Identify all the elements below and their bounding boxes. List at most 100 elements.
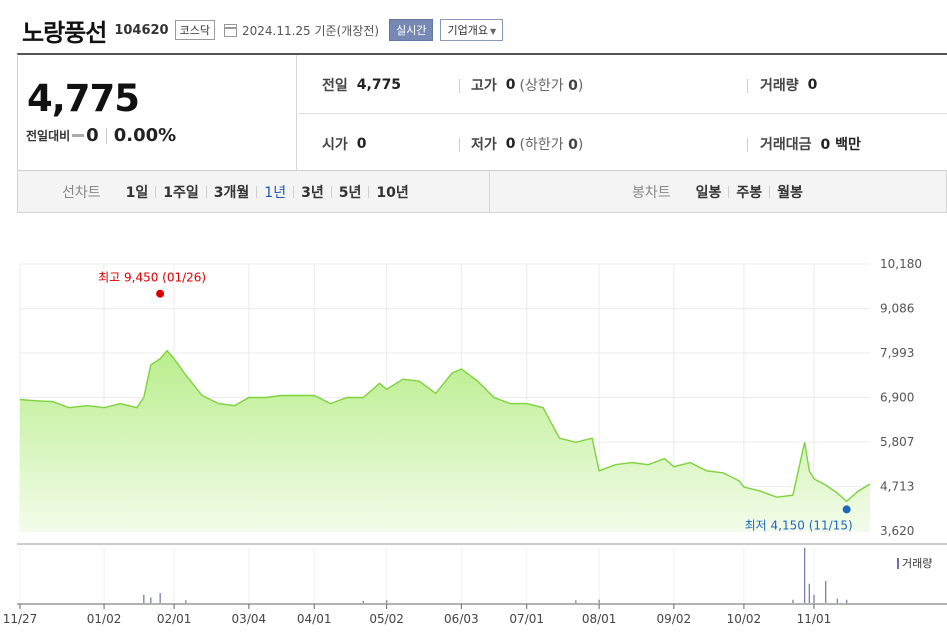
tab-divider: [368, 185, 370, 198]
volume-bar: [825, 581, 827, 603]
volume-bar: [792, 599, 794, 603]
open-value: 0: [356, 136, 367, 152]
x-tick-label: 05/02: [369, 612, 404, 626]
divider: [747, 138, 748, 152]
trade-amount-label: 거래대금: [760, 137, 812, 153]
lower-limit: (하한가 0): [520, 134, 584, 154]
x-tick-label: 10/02: [727, 612, 762, 626]
line-chart-tabs: 선차트 1일 1주일 3개월 1년 3년 5년 10년: [62, 171, 416, 212]
low-price: 저가 0 (하한가 0): [471, 134, 583, 154]
volume-legend: 거래량: [897, 555, 932, 571]
y-tick-label: 10,180: [880, 257, 922, 271]
x-tick-label: 11/01: [797, 612, 832, 626]
candle-chart-tabs: 봉차트 일봉 주봉 월봉: [632, 171, 810, 212]
change-percent: 0.00%: [113, 125, 177, 146]
volume-bar: [150, 597, 152, 603]
divider: [105, 127, 107, 144]
quote-date: 2024.11.25 기준(개장전): [241, 23, 380, 38]
change-label: 전일대비: [26, 129, 71, 143]
volume-bar: [846, 599, 848, 603]
x-tick-label: 09/02: [657, 612, 692, 626]
candle-tab-1[interactable]: 주봉: [736, 184, 763, 201]
min-marker: [842, 505, 851, 514]
y-tick-label: 5,807: [880, 435, 914, 449]
price-line: [19, 349, 871, 503]
current-price: 4,775: [27, 77, 140, 120]
line-tab-6[interactable]: 10년: [376, 184, 409, 201]
volume-bar: [836, 598, 839, 603]
max-marker: [156, 289, 165, 298]
tab-divider: [293, 185, 295, 198]
max-annotation-label: 최고 9,450 (01/26): [98, 271, 206, 285]
tab-divider: [155, 185, 157, 198]
chart-tab-bar: 선차트 1일 1주일 3개월 1년 3년 5년 10년 봉차트 일봉 주봉 월봉: [17, 171, 947, 213]
volume: 거래량 0: [760, 75, 817, 95]
realtime-button[interactable]: 실시간: [389, 19, 434, 41]
divider: [459, 138, 460, 152]
x-tick-label: 08/01: [582, 612, 617, 626]
price-panel: 4,775 전일대비 0 0.00%: [18, 55, 297, 171]
tab-divider: [256, 185, 258, 198]
volume-bar: [804, 548, 806, 603]
y-tick-label: 3,620: [880, 524, 914, 538]
tab-divider: [728, 185, 730, 198]
volume-legend-swatch: [897, 557, 899, 569]
company-overview-label: 기업개요: [447, 24, 488, 37]
tab-divider: [205, 185, 207, 198]
prev-close: 전일 4,775: [322, 75, 401, 95]
tab-divider: [330, 185, 332, 198]
stock-header: 노랑풍선 104620 코스닥 2024.11.25 기준(개장전) 실시간 기…: [18, 10, 504, 50]
volume-bar: [143, 594, 145, 603]
x-tick-label: 03/04: [232, 612, 267, 626]
company-overview-dropdown[interactable]: 기업개요 ▼: [440, 19, 504, 41]
line-tab-3[interactable]: 1년: [264, 184, 287, 201]
upper-limit-label: (상한가: [519, 78, 564, 94]
change-value: 0: [86, 125, 99, 146]
line-chart-label: 선차트: [62, 184, 101, 201]
divider: [459, 79, 460, 93]
high-label: 고가: [471, 78, 497, 94]
chevron-down-icon: ▼: [489, 27, 497, 36]
low-label: 저가: [471, 137, 497, 153]
change-row: 전일대비 0 0.00%: [26, 125, 176, 146]
tab-divider: [769, 185, 771, 198]
y-tick-label: 6,900: [880, 391, 914, 405]
y-tick-label: 9,086: [880, 302, 914, 316]
price-area: [20, 350, 870, 531]
upper-limit-value: 0: [568, 78, 578, 94]
candle-tab-2[interactable]: 월봉: [777, 184, 803, 201]
lower-limit-close: ): [577, 137, 584, 153]
x-tick-label: 01/02: [87, 612, 122, 626]
line-tab-5[interactable]: 5년: [338, 184, 362, 201]
x-tick-label: 07/01: [509, 612, 544, 626]
trade-amount: 거래대금 0 백만: [760, 134, 861, 154]
line-tab-0[interactable]: 1일: [125, 184, 149, 201]
stock-name: 노랑풍선: [22, 18, 107, 47]
line-tab-4[interactable]: 3년: [301, 184, 324, 201]
y-tick-label: 4,713: [880, 480, 914, 494]
volume-bar: [598, 599, 600, 603]
volume-bar: [808, 583, 810, 603]
candle-chart-label: 봉차트: [632, 184, 671, 201]
flat-change-icon: [72, 134, 85, 137]
min-annotation-label: 최저 4,150 (11/15): [745, 518, 853, 532]
high-value: 0: [505, 77, 516, 93]
line-tab-1[interactable]: 1주일: [163, 184, 199, 201]
x-tick-label: 06/03: [444, 612, 479, 626]
quote-summary: 4,775 전일대비 0 0.00% 전일 4,775 고가 0 (상한가 0)…: [17, 53, 947, 171]
candle-tab-0[interactable]: 일봉: [695, 184, 722, 201]
volume-bar: [362, 600, 364, 603]
volume-bar: [386, 600, 388, 603]
stock-code: 104620: [114, 22, 169, 38]
volume-label: 거래량: [760, 78, 799, 94]
volume-legend-label: 거래량: [902, 557, 933, 570]
price-chart: 10,180 9,086 7,993 6,900 5,807 4,713 3,620 11/2…: [3, 257, 947, 626]
high-price: 고가 0 (상한가 0): [471, 75, 583, 95]
lower-limit-label: (하한가: [519, 137, 564, 153]
line-tab-2[interactable]: 3개월: [213, 184, 250, 201]
prev-close-label: 전일: [322, 78, 348, 94]
row-divider: [298, 113, 947, 114]
open-price: 시가 0: [322, 134, 367, 154]
upper-limit-close: ): [577, 78, 584, 94]
